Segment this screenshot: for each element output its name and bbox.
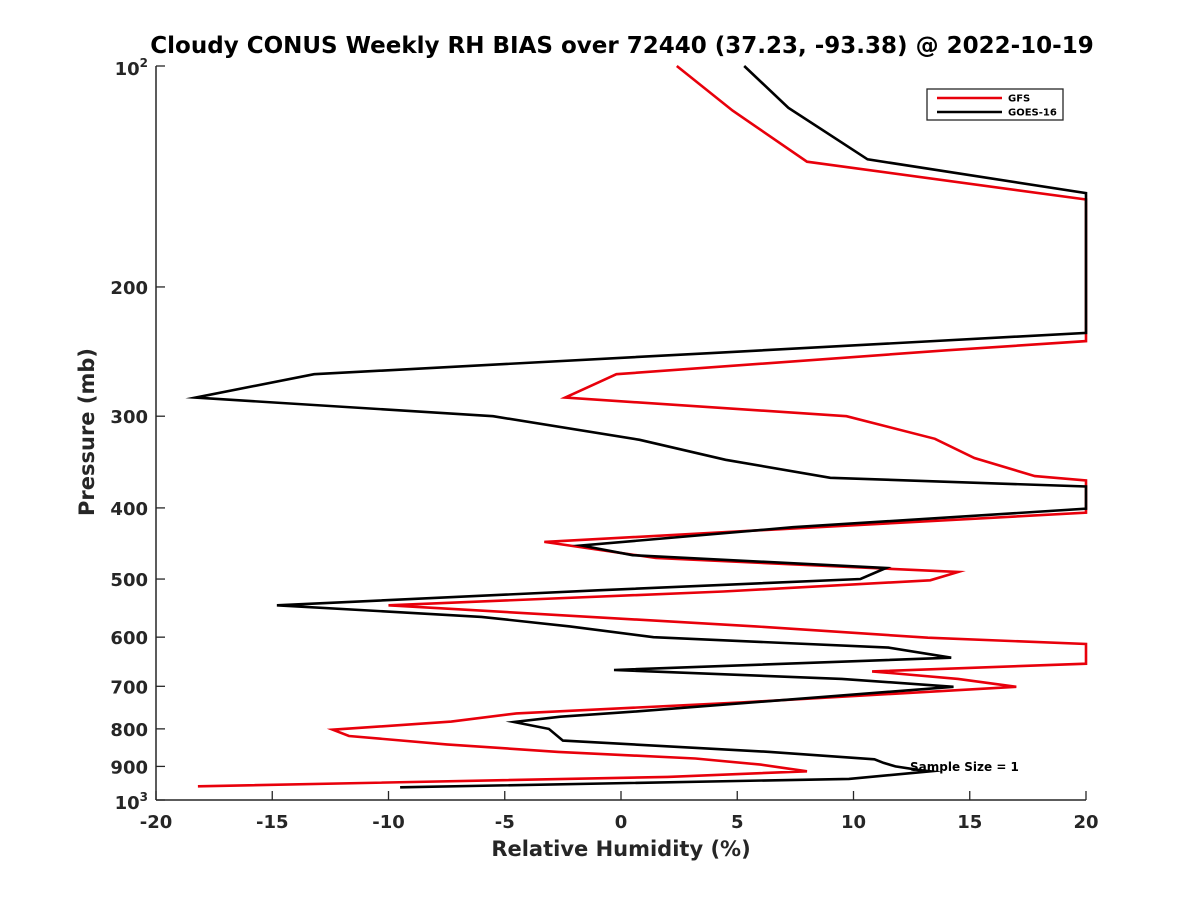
legend: GFS GOES-16 — [926, 88, 1064, 121]
y-tick-label: 700 — [110, 677, 148, 698]
legend-box — [926, 88, 1064, 121]
chart-title: Cloudy CONUS Weekly RH BIAS over 72440 (… — [150, 33, 1093, 59]
x-tick-label: -5 — [495, 812, 515, 833]
y-axis-label: Pressure (mb) — [75, 348, 99, 516]
y-tick-label: 200 — [110, 278, 148, 299]
y-tick-label: 900 — [110, 757, 148, 778]
y-tick-exponent: 3 — [140, 790, 148, 804]
y-tick-label: 400 — [110, 499, 148, 520]
y-tick-base: 10 — [115, 793, 140, 814]
x-tick-label: 15 — [957, 812, 982, 833]
y-tick-label: 500 — [110, 570, 148, 591]
x-tick-label: 20 — [1073, 812, 1098, 833]
y-tick-label: 102 — [115, 56, 148, 80]
y-tick-label: 800 — [110, 720, 148, 741]
series-line-goes-16 — [185, 65, 1088, 789]
x-tick-label: -15 — [256, 812, 289, 833]
x-tick-label: -20 — [140, 812, 173, 833]
y-tick-label: 600 — [110, 628, 148, 649]
x-tick-label: 0 — [615, 812, 628, 833]
y-tick-label: 103 — [115, 790, 148, 814]
x-tick-label: -10 — [372, 812, 405, 833]
legend-label: GOES-16 — [1008, 108, 1057, 119]
x-tick-label: 10 — [841, 812, 866, 833]
x-tick-label: 5 — [731, 812, 744, 833]
plot-area: -20 -15 -10 -5 0 5 10 15 20102200300400500600700… — [110, 56, 1098, 833]
y-tick-label: 300 — [110, 407, 148, 428]
sample-size-annotation: Sample Size = 1 — [910, 760, 1019, 774]
series-line-gfs — [197, 64, 1088, 788]
x-axis-label: Relative Humidity (%) — [491, 837, 750, 861]
y-tick-base: 10 — [115, 59, 140, 80]
legend-label: GFS — [1008, 94, 1030, 105]
y-tick-exponent: 2 — [140, 56, 148, 70]
